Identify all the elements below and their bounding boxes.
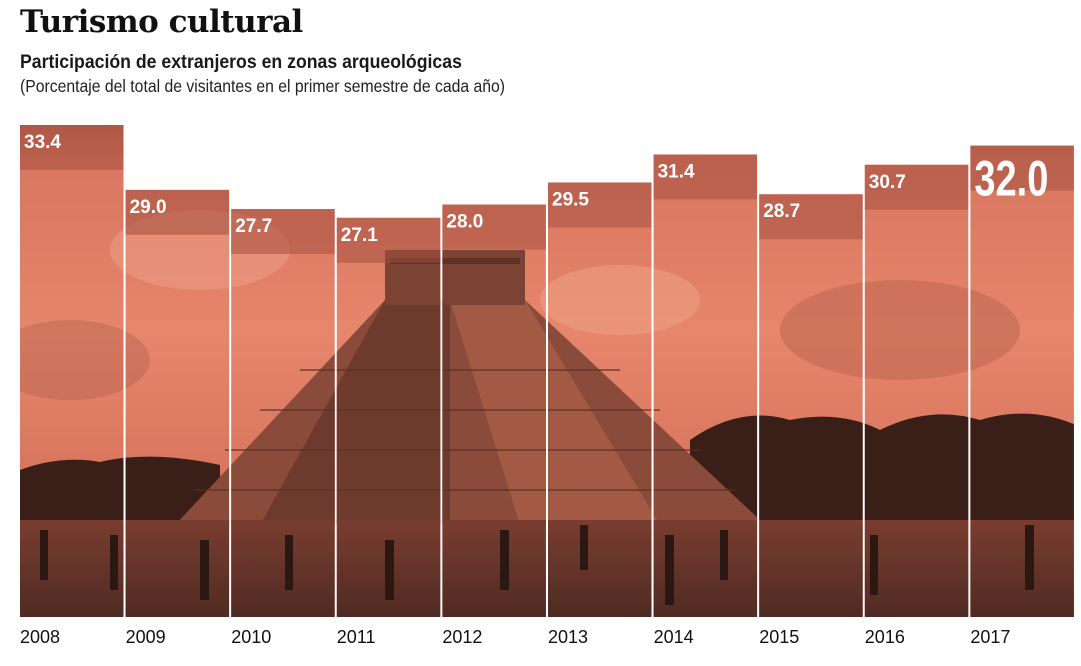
x-tick-label: 2014	[654, 627, 694, 647]
x-tick-label: 2008	[20, 627, 60, 647]
x-tick-label: 2009	[126, 627, 166, 647]
bar-label-band	[759, 194, 863, 240]
bar-label-band	[20, 125, 124, 170]
x-tick-label: 2015	[759, 627, 799, 647]
bar-value-label: 27.7	[235, 216, 272, 237]
bar-value-label: 27.1	[341, 225, 378, 246]
chart-subtitle: Participación de extranjeros en zonas ar…	[20, 52, 462, 73]
bar-label-band	[653, 154, 758, 200]
chart-note: (Porcentaje del total de visitantes en e…	[20, 76, 506, 96]
bar-value-label: 29.0	[130, 197, 167, 218]
bar-value-label: 33.4	[24, 132, 61, 153]
bar-value-label: 32.0	[974, 151, 1048, 207]
x-tick-label: 2011	[337, 627, 376, 647]
x-tick-label: 2012	[442, 627, 482, 647]
bar-label-band	[125, 189, 230, 235]
chart-title: Turismo cultural	[20, 4, 303, 40]
bar-value-label: 31.4	[658, 161, 695, 182]
bar-label-band	[864, 164, 969, 210]
bar-value-label: 30.7	[869, 172, 906, 193]
bar-label-band	[336, 217, 441, 263]
x-tick-label: 2010	[231, 627, 271, 647]
x-tick-label: 2016	[865, 627, 905, 647]
bar-label-band	[970, 145, 1074, 191]
bar-label-band	[442, 204, 546, 250]
bar-value-label: 28.0	[446, 212, 483, 233]
bar-label-band	[231, 208, 335, 254]
bar-value-label: 29.5	[552, 189, 589, 210]
bar-label-band	[548, 182, 652, 228]
bar-value-label: 28.7	[763, 201, 800, 222]
x-tick-label: 2017	[970, 627, 1010, 647]
x-tick-label: 2013	[548, 627, 588, 647]
